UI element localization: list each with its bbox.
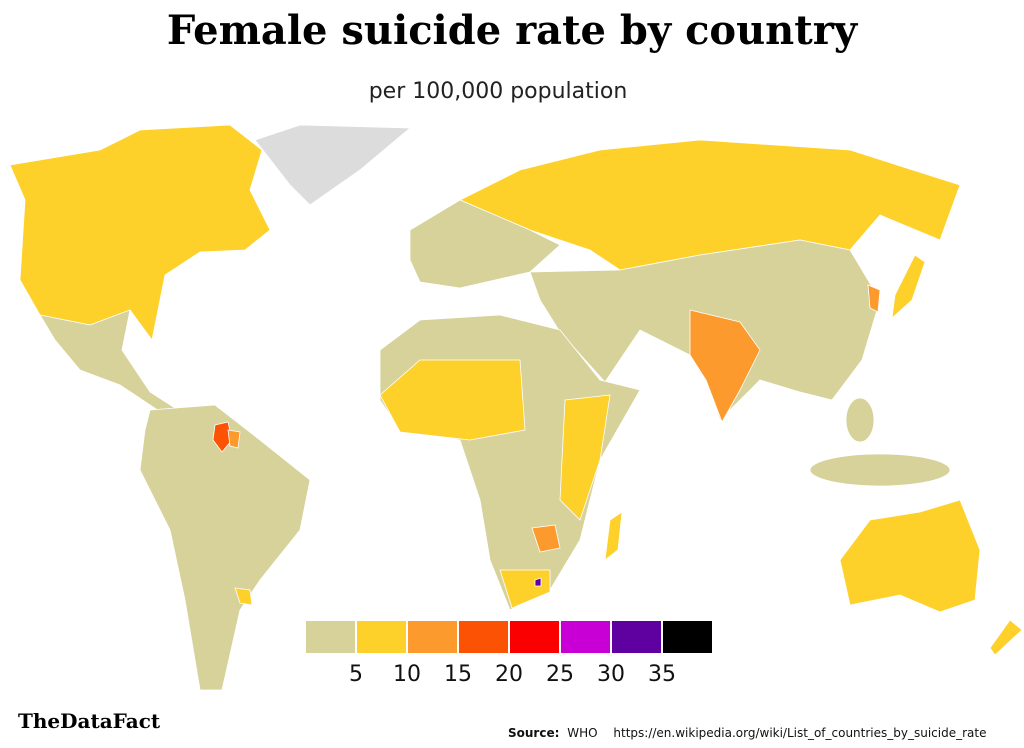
- source-url: https://en.wikipedia.org/wiki/List_of_co…: [613, 726, 986, 740]
- guyana: [212, 421, 233, 453]
- legend: 5 10 15 20 25 30 35: [306, 621, 712, 687]
- legend-tick-label: 30: [597, 662, 625, 687]
- new-zealand: [989, 619, 1023, 656]
- source-name: WHO: [567, 726, 597, 740]
- indonesia: [809, 453, 951, 487]
- legend-swatch: [510, 621, 559, 653]
- india: [689, 309, 761, 423]
- suriname: [227, 429, 241, 449]
- subtitle: per 100,000 population: [369, 79, 628, 104]
- zimbabwe: [531, 524, 561, 553]
- legend-swatch: [408, 621, 457, 653]
- uruguay: [234, 587, 253, 606]
- world-map: [9, 124, 1023, 691]
- korea: [867, 284, 881, 313]
- legend-tick-label: 25: [546, 662, 574, 687]
- legend-tick-label: 5: [349, 662, 363, 687]
- title: Female suicide rate by country: [167, 7, 859, 54]
- japan: [891, 254, 926, 320]
- legend-tick-label: 35: [648, 662, 676, 687]
- legend-tick-label: 20: [495, 662, 523, 687]
- legend-swatch: [306, 621, 355, 653]
- australia: [839, 499, 981, 613]
- source-line: Source: WHO https://en.wikipedia.org/wik…: [508, 726, 987, 740]
- source-label: Source:: [508, 726, 559, 740]
- east-africa: [559, 394, 611, 521]
- legend-swatch: [459, 621, 508, 653]
- legend-swatch: [612, 621, 661, 653]
- brand: TheDataFact: [18, 709, 161, 733]
- philippines: [845, 397, 875, 443]
- lesotho: [534, 577, 542, 587]
- legend-tick-label: 15: [444, 662, 472, 687]
- legend-tick-label: 10: [393, 662, 421, 687]
- west-africa: [379, 359, 526, 441]
- madagascar: [604, 511, 623, 561]
- legend-swatch: [663, 621, 712, 653]
- north-america: [9, 124, 271, 341]
- greenland: [254, 124, 412, 206]
- russia: [459, 139, 961, 271]
- legend-swatch: [357, 621, 406, 653]
- south-america: [139, 404, 311, 691]
- legend-swatch: [561, 621, 610, 653]
